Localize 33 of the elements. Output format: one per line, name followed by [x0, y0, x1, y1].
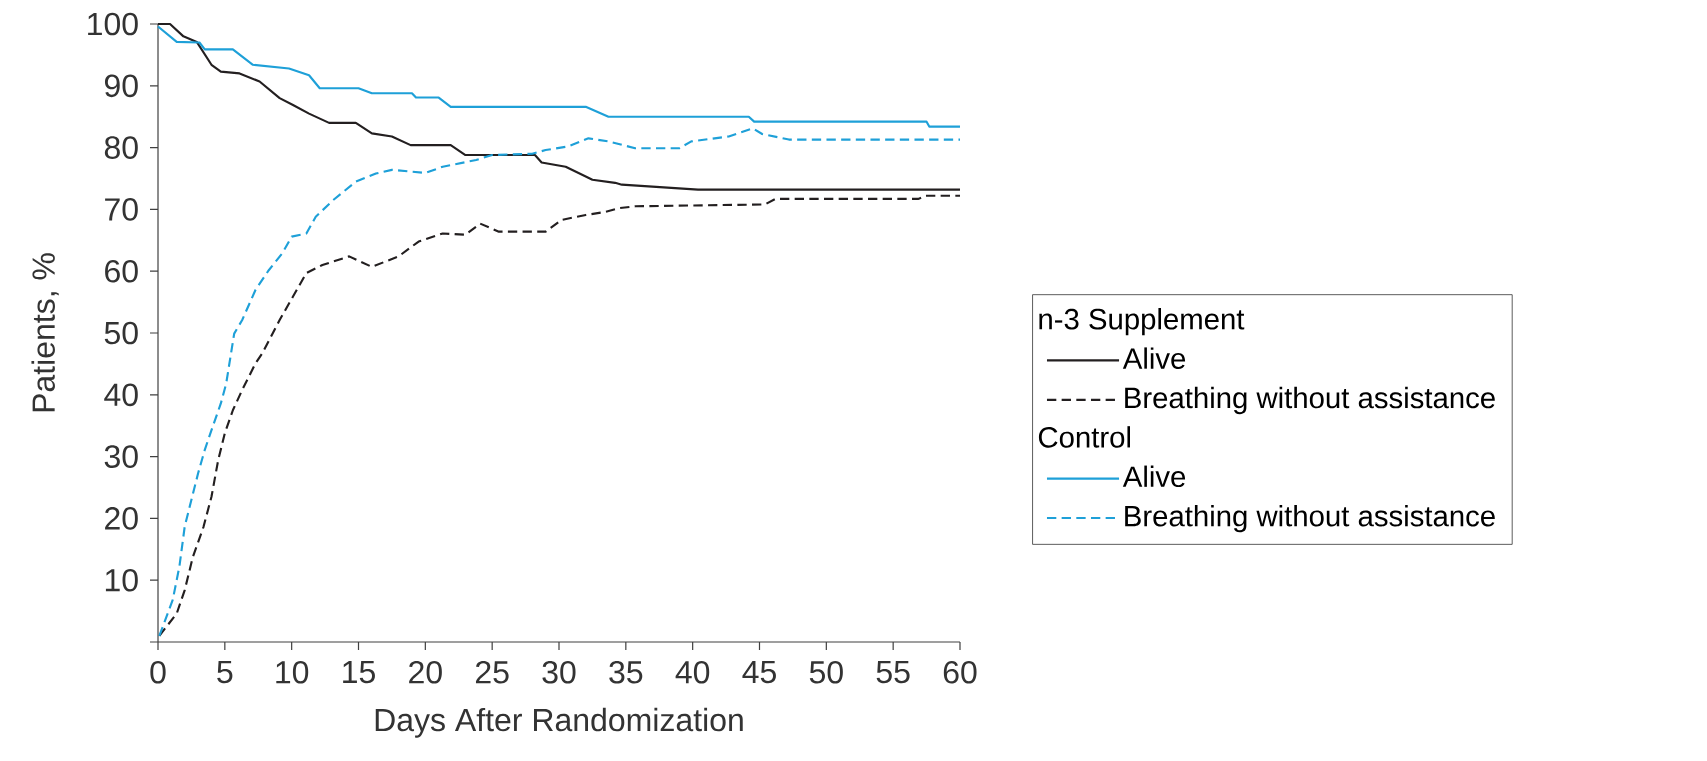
y-tick-label: 40: [104, 383, 138, 407]
x-tick-label: 60: [943, 660, 977, 684]
legend-label: Breathing without assistance: [1125, 386, 1495, 415]
x-axis-title: Days After Randomization: [375, 707, 743, 738]
line-series: [156, 25, 962, 128]
y-tick-label: 10: [105, 568, 138, 592]
x-tick-label: 45: [742, 660, 776, 684]
x-tick-label: 20: [409, 660, 442, 684]
x-tick-label: 5: [217, 660, 233, 684]
y-tick-label: 30: [104, 445, 138, 468]
y-tick-label: 60: [105, 259, 138, 283]
x-tick-label: 55: [876, 660, 910, 684]
y-axis-title: Patients, %: [31, 253, 59, 412]
x-tick-label: 30: [542, 660, 576, 684]
x-tick-label: 0: [150, 660, 166, 684]
text: Control: [1038, 426, 1131, 448]
y-tick-label: 100: [88, 12, 138, 36]
x-tick-label: 25: [475, 660, 509, 684]
y-tick-label: 80: [104, 136, 138, 159]
x-tick-label: 50: [809, 660, 843, 684]
legend-label: Breathing without assistance: [1125, 504, 1495, 533]
legend-label: Alive: [1122, 347, 1186, 369]
y-tick-label: 70: [105, 198, 138, 221]
line-series: [156, 22, 962, 191]
legend-label: Alive: [1122, 465, 1186, 488]
x-tick-label: 40: [675, 660, 710, 684]
y-tick-label: 20: [105, 507, 138, 530]
x-tick-label: 10: [276, 660, 309, 684]
x-tick-label: 35: [609, 660, 643, 684]
y-tick-label: 50: [104, 321, 138, 345]
text: n-3 Supplement: [1039, 308, 1245, 336]
y-tick-label: 90: [104, 74, 138, 98]
x-tick-label: 15: [343, 660, 375, 684]
